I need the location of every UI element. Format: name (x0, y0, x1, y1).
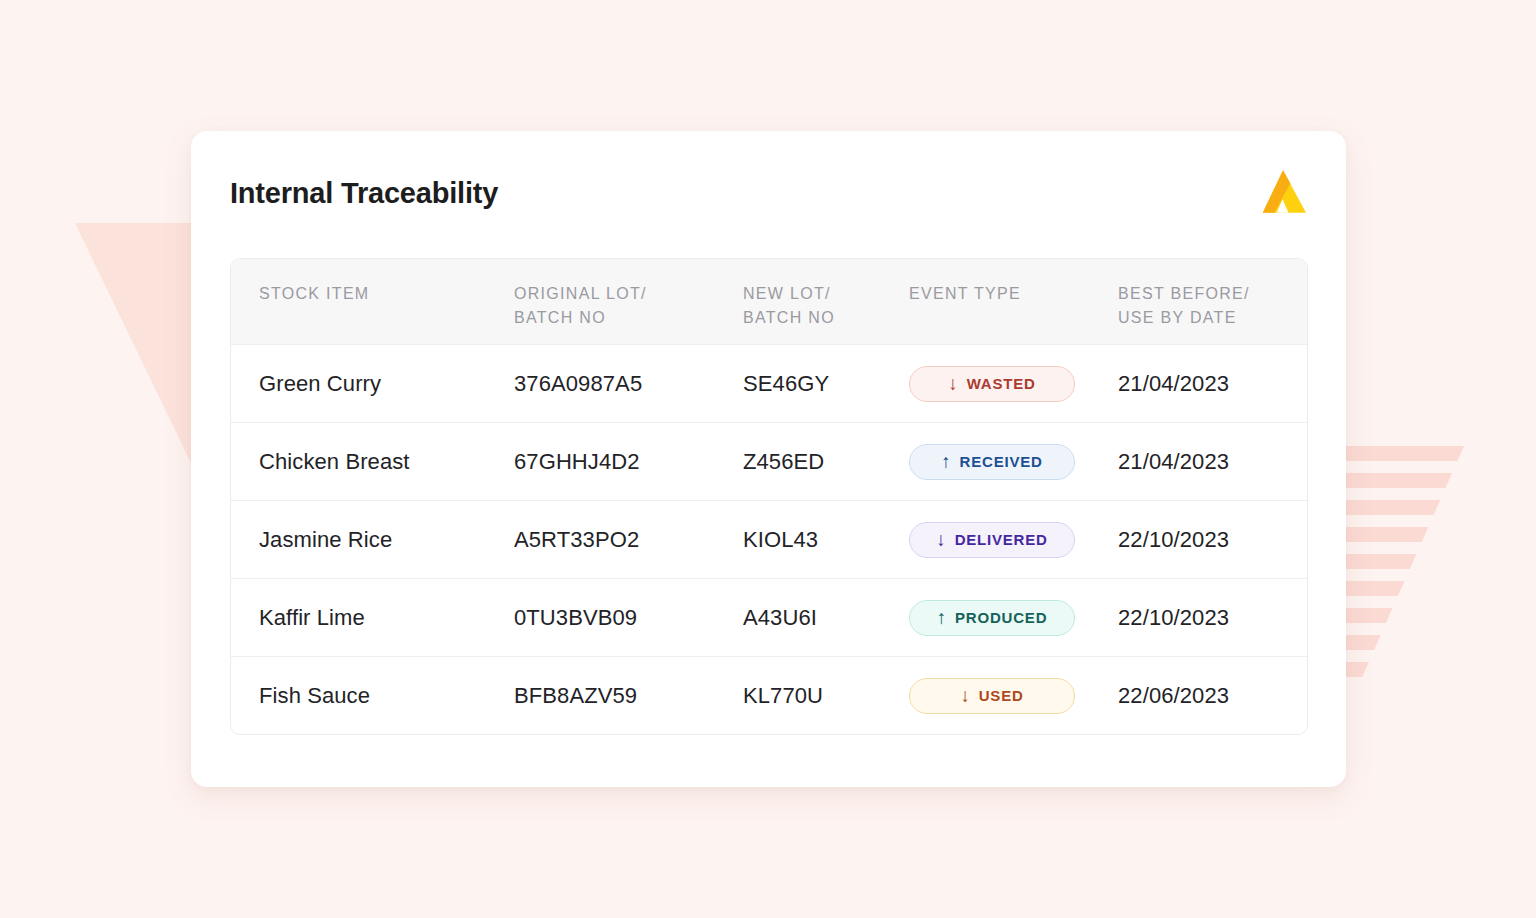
best-before-cell: 21/04/2023 (1090, 449, 1307, 475)
event-badge-label: RECEIVED (960, 453, 1043, 470)
event-badge-produced: ↑ PRODUCED (909, 600, 1075, 636)
original-lot-cell: 0TU3BVB09 (486, 605, 715, 631)
new-lot-cell: KIOL43 (715, 527, 881, 553)
brand-a-logo-icon (1260, 168, 1306, 215)
event-badge-label: USED (979, 687, 1024, 704)
table-row: Jasmine Rice A5RT33PO2 KIOL43 ↓ DELIVERE… (231, 500, 1307, 578)
event-type-cell: ↓ USED (881, 678, 1090, 714)
event-badge-received: ↑ RECEIVED (909, 444, 1075, 480)
original-lot-cell: BFB8AZV59 (486, 683, 715, 709)
event-type-cell: ↓ DELIVERED (881, 522, 1090, 558)
event-type-cell: ↑ RECEIVED (881, 444, 1090, 480)
arrow-up-icon: ↑ (941, 452, 951, 471)
arrow-down-icon: ↓ (960, 686, 970, 705)
best-before-cell: 21/04/2023 (1090, 371, 1307, 397)
table-body: Green Curry 376A0987A5 SE46GY ↓ WASTED 2… (231, 344, 1307, 734)
new-lot-cell: SE46GY (715, 371, 881, 397)
table-row: Chicken Breast 67GHHJ4D2 Z456ED ↑ RECEIV… (231, 422, 1307, 500)
card-header: Internal Traceability (230, 177, 1306, 215)
event-badge-delivered: ↓ DELIVERED (909, 522, 1075, 558)
original-lot-cell: A5RT33PO2 (486, 527, 715, 553)
table-row: Kaffir Lime 0TU3BVB09 A43U6I ↑ PRODUCED … (231, 578, 1307, 656)
arrow-down-icon: ↓ (936, 530, 946, 549)
col-header-new-lot: NEW LOT/ BATCH NO (715, 259, 881, 344)
col-header-best-before: BEST BEFORE/ USE BY DATE (1090, 259, 1307, 344)
table-row: Green Curry 376A0987A5 SE46GY ↓ WASTED 2… (231, 344, 1307, 422)
col-header-event-type: EVENT TYPE (881, 259, 1090, 344)
col-header-stock-item: STOCK ITEM (231, 259, 486, 344)
new-lot-cell: A43U6I (715, 605, 881, 631)
arrow-up-icon: ↑ (937, 608, 947, 627)
table-row: Fish Sauce BFB8AZV59 KL770U ↓ USED 22/06… (231, 656, 1307, 734)
arrow-down-icon: ↓ (948, 374, 958, 393)
table-header-row: STOCK ITEM ORIGINAL LOT/ BATCH NO NEW LO… (231, 259, 1307, 344)
original-lot-cell: 67GHHJ4D2 (486, 449, 715, 475)
event-badge-used: ↓ USED (909, 678, 1075, 714)
event-badge-label: DELIVERED (955, 531, 1048, 548)
event-badge-label: WASTED (967, 375, 1036, 392)
stock-item-cell: Green Curry (231, 371, 486, 397)
stock-item-cell: Kaffir Lime (231, 605, 486, 631)
event-badge-label: PRODUCED (955, 609, 1047, 626)
col-header-original-lot: ORIGINAL LOT/ BATCH NO (486, 259, 715, 344)
best-before-cell: 22/10/2023 (1090, 605, 1307, 631)
page-title: Internal Traceability (230, 177, 498, 210)
event-badge-wasted: ↓ WASTED (909, 366, 1075, 402)
decorative-striped-triangle (1338, 446, 1464, 679)
new-lot-cell: Z456ED (715, 449, 881, 475)
best-before-cell: 22/06/2023 (1090, 683, 1307, 709)
stock-item-cell: Fish Sauce (231, 683, 486, 709)
best-before-cell: 22/10/2023 (1090, 527, 1307, 553)
stock-item-cell: Jasmine Rice (231, 527, 486, 553)
event-type-cell: ↑ PRODUCED (881, 600, 1090, 636)
new-lot-cell: KL770U (715, 683, 881, 709)
stock-item-cell: Chicken Breast (231, 449, 486, 475)
traceability-table: STOCK ITEM ORIGINAL LOT/ BATCH NO NEW LO… (230, 258, 1308, 735)
internal-traceability-card: Internal Traceability STOCK ITEM ORIGINA… (191, 131, 1346, 787)
event-type-cell: ↓ WASTED (881, 366, 1090, 402)
original-lot-cell: 376A0987A5 (486, 371, 715, 397)
